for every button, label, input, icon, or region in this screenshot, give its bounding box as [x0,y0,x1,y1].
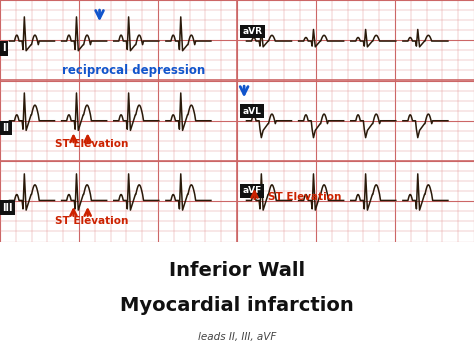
Text: aVL: aVL [243,107,262,116]
Text: Inferior Wall: Inferior Wall [169,261,305,280]
Text: I: I [2,43,6,53]
Text: reciprocal depression: reciprocal depression [62,63,205,77]
Text: aVF: aVF [243,186,262,195]
Text: III: III [2,203,13,213]
Text: ST Elevation: ST Elevation [55,216,128,226]
Text: ST Elevation: ST Elevation [268,192,341,202]
Text: ST Elevation: ST Elevation [55,139,128,149]
Text: II: II [2,123,9,133]
Text: Myocardial infarction: Myocardial infarction [120,296,354,315]
Text: aVR: aVR [243,27,263,36]
Text: leads II, III, aVF: leads II, III, aVF [198,332,276,342]
